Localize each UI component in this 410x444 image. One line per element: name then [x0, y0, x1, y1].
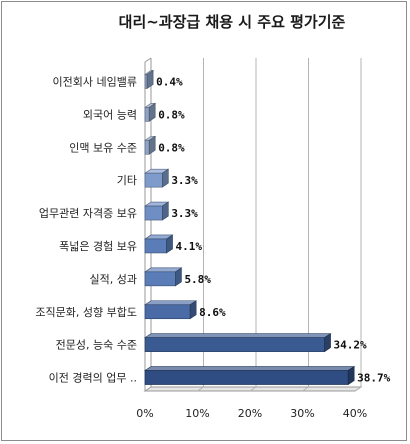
bar-end-face [175, 267, 182, 287]
category-label: 기타 [117, 174, 137, 187]
data-label: 8.6% [199, 306, 226, 319]
data-label: 0.4% [156, 75, 183, 88]
bar-top-face [144, 366, 356, 371]
bar-6 [144, 234, 174, 254]
bar-front-face [144, 107, 150, 122]
bar-4 [144, 168, 170, 188]
x-tick-label: 40% [343, 407, 367, 420]
bar-3 [144, 135, 157, 155]
category-label: 폭넓은 경험 보유 [59, 240, 137, 253]
bar-end-face [162, 168, 169, 188]
category-label: 외국어 능력 [83, 108, 137, 121]
bar-8 [144, 300, 198, 320]
bar-end-face [166, 234, 173, 254]
data-label: 5.8% [184, 273, 211, 286]
data-label: 38.7% [357, 372, 390, 385]
category-label: 전문성, 능숙 수준 [56, 339, 137, 352]
category-label: 실적, 성과 [90, 273, 137, 286]
bar-5 [144, 201, 170, 221]
bar-front-face [144, 74, 148, 89]
bar-front-face [144, 370, 349, 385]
x-tick-label: 20% [238, 407, 262, 420]
bar-end-face [146, 69, 154, 90]
bar-front-face [144, 304, 191, 320]
bar-end-face [324, 333, 331, 353]
bar-top-face [144, 300, 198, 306]
gridlines [143, 57, 363, 392]
gridline-floor-20 [249, 386, 257, 392]
chart-title: 대리~과장급 채용 시 주요 평가기준 [119, 13, 346, 31]
category-label: 인맥 보유 수준 [69, 141, 137, 154]
bar-end-face [148, 135, 156, 155]
gridline-floor-30 [302, 386, 309, 392]
bar-2 [144, 102, 157, 122]
data-label: 3.3% [171, 174, 198, 187]
bar-10 [144, 365, 356, 386]
bar-front-face [144, 205, 163, 221]
bar-end-face [162, 201, 169, 221]
bar-front-face [144, 172, 163, 188]
bar-end-face [347, 365, 355, 386]
x-tick-label: 10% [185, 407, 209, 420]
bar-9 [144, 333, 332, 353]
category-label: 이전회사 네임밸류 [53, 75, 137, 88]
bar-top-face [144, 333, 332, 338]
gridline-floor-10 [197, 386, 204, 392]
bar-7 [144, 267, 183, 287]
category-label: 이전 경력의 업무 .. [49, 372, 137, 385]
category-label: 조직문화, 성향 부합도 [35, 306, 137, 319]
wall-top-edge [144, 57, 152, 63]
plot-area: 0% 10% 20% 30% 40% 이전회사 네임밸류 0.4% 외국어 능력 0.8% 인맥 … [35, 69, 391, 420]
data-label: 4.1% [176, 240, 203, 253]
bar-end-face [148, 102, 156, 122]
bar-front-face [144, 238, 167, 254]
data-label: 3.3% [171, 207, 198, 220]
bar-1 [144, 69, 155, 90]
data-label: 0.8% [158, 141, 185, 154]
data-label: 34.2% [334, 339, 367, 352]
category-label: 업무관련 자격증 보유 [39, 207, 137, 220]
gridline-floor-40 [354, 386, 362, 392]
bar-front-face [144, 337, 325, 352]
x-tick-label: 0% [136, 407, 153, 420]
bar-front-face [144, 139, 150, 155]
bar-end-face [189, 300, 197, 320]
x-tick-label: 30% [290, 407, 314, 420]
data-label: 0.8% [158, 108, 185, 121]
bar-front-face [144, 271, 176, 287]
